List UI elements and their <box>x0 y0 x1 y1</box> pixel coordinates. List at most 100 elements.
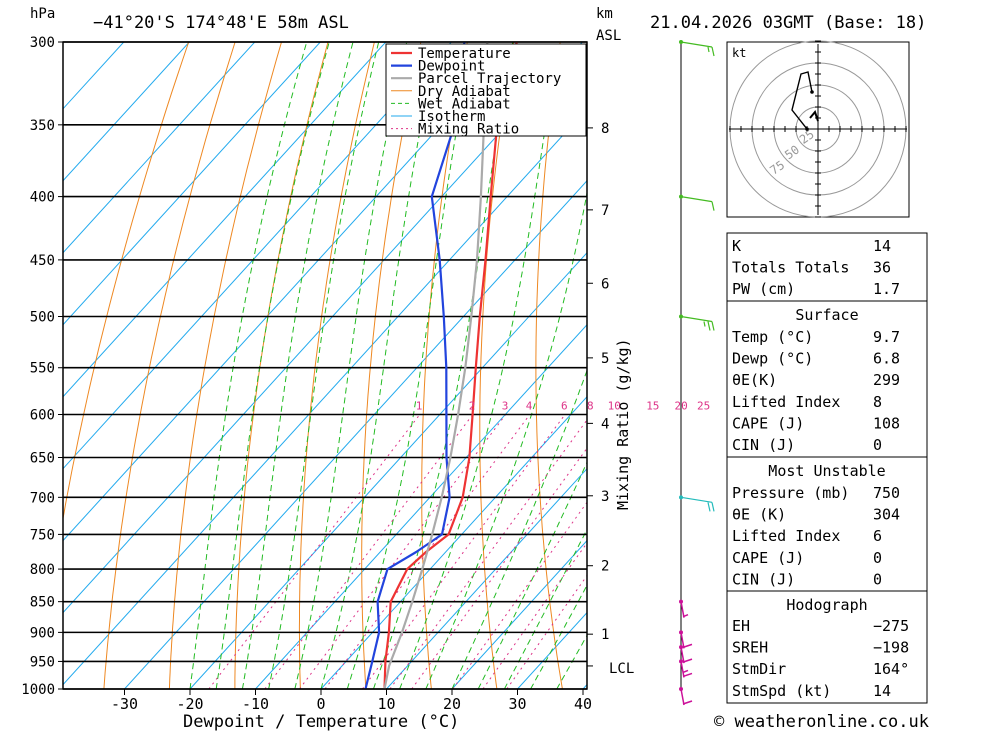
index-label: Dewp (°C) <box>732 350 813 368</box>
isotherm-line <box>63 42 518 542</box>
mixing-ratio-axis-label: Mixing Ratio (g/kg) <box>614 338 632 510</box>
section-title: Hodograph <box>786 596 867 614</box>
asl-label: ASL <box>596 28 621 44</box>
dry-adiabat-line <box>298 42 375 689</box>
km-tick-label: 1 <box>601 627 609 643</box>
wet-adiabat-line <box>372 42 514 689</box>
wet-adiabat-line <box>503 528 587 689</box>
wind-barb <box>679 314 715 331</box>
mixing-ratio-label: 2 <box>469 400 476 413</box>
wet-adiabat-line <box>294 42 408 689</box>
mixing-ratio-label: 6 <box>561 400 568 413</box>
location-title: −41°20'S 174°48'E 58m ASL <box>93 13 349 33</box>
lcl-label: LCL <box>609 661 634 677</box>
dry-adiabat-line <box>168 42 283 689</box>
wind-barb <box>679 630 693 649</box>
legend-label: Dewpoint <box>418 59 485 75</box>
wind-barb <box>679 645 693 664</box>
isotherm-line <box>386 467 587 689</box>
isotherm-line <box>124 180 587 689</box>
index-label: Totals Totals <box>732 259 849 277</box>
dry-adiabat-line <box>931 24 1000 689</box>
x-tick-label: 40 <box>574 695 592 713</box>
wet-adiabat-line <box>530 584 587 689</box>
x-tick-label: -30 <box>111 695 138 713</box>
parcel-trajectory-line <box>383 42 489 689</box>
mixing-ratio-line <box>208 414 421 689</box>
y-tick-label: 550 <box>30 361 55 377</box>
mixing-ratio-line <box>452 501 587 689</box>
km-tick-label: 8 <box>601 121 609 137</box>
index-value: 750 <box>873 484 900 502</box>
wind-barb <box>679 40 715 57</box>
x-tick-label: 10 <box>377 695 395 713</box>
index-value: 299 <box>873 371 900 389</box>
index-value: 36 <box>873 259 891 277</box>
y-tick-label: 400 <box>30 190 55 206</box>
index-label: StmDir <box>732 660 786 678</box>
wet-adiabat-line <box>425 190 587 689</box>
y-tick-label: 600 <box>30 407 55 423</box>
dry-adiabat-line <box>63 42 190 522</box>
isotherm-line <box>63 42 321 326</box>
index-value: 1.7 <box>873 280 900 298</box>
dewpoint-line <box>364 42 466 689</box>
mixing-ratio-labels: 1 2 3 4 6 8 10 15 20 25 <box>416 400 710 413</box>
y-tick-label: 450 <box>30 253 55 269</box>
x-tick-label: 20 <box>443 695 461 713</box>
wind-barb <box>679 495 715 512</box>
km-axis: 1 2 3 4 5 6 7 8 LCL <box>587 121 634 677</box>
dry-adiabat-line <box>977 24 1000 689</box>
wind-barb <box>679 659 693 678</box>
x-axis: -30 -20 -10 0 10 20 30 40 <box>111 689 592 713</box>
dry-adiabat-line <box>479 42 515 689</box>
km-axis-unit: km <box>596 6 613 22</box>
y-tick-label: 950 <box>30 654 55 670</box>
hodograph-point <box>805 127 809 131</box>
legend-label: Dry Adiabat <box>418 84 511 100</box>
index-value: −275 <box>873 617 909 635</box>
plot-frame <box>62 41 588 690</box>
index-label: SREH <box>732 639 768 657</box>
index-label: Lifted Index <box>732 393 840 411</box>
isotherm-line <box>63 42 452 470</box>
wind-barb <box>679 687 693 706</box>
dry-adiabat-line <box>643 24 694 689</box>
index-tables: K 14 Totals Totals 36 PW (cm) 1.7 Surface Temp … <box>726 232 928 704</box>
mixing-ratio-label: 1 <box>416 400 423 413</box>
km-tick-label: 3 <box>601 489 609 505</box>
y-axis-unit: hPa <box>30 6 55 22</box>
isotherm-line <box>63 42 256 254</box>
index-value: −198 <box>873 639 909 657</box>
index-label: CAPE (J) <box>732 414 804 432</box>
index-label: Lifted Index <box>732 527 840 545</box>
x-tick-label: -10 <box>242 695 269 713</box>
y-axis: 300 350 400 450 500 550 600 650 700 750 800 850 900 9… <box>21 35 63 698</box>
index-label: K <box>732 237 741 255</box>
wet-adiabat-line <box>346 42 474 689</box>
isotherm-line <box>63 42 583 614</box>
y-tick-label: 500 <box>30 310 55 326</box>
index-label: Pressure (mb) <box>732 484 849 502</box>
wet-adiabat-line <box>189 42 308 689</box>
isotherm-line <box>255 323 587 689</box>
km-tick-label: 6 <box>601 276 609 292</box>
index-label: CIN (J) <box>732 436 795 454</box>
temperature-line <box>383 42 518 689</box>
wet-adiabat-line <box>215 42 330 689</box>
km-tick-label: 4 <box>601 416 609 432</box>
index-value: 14 <box>873 237 891 255</box>
index-value: 108 <box>873 414 900 432</box>
index-label: CIN (J) <box>732 570 795 588</box>
y-tick-label: 850 <box>30 595 55 611</box>
y-tick-label: 800 <box>30 562 55 578</box>
mixing-ratio-label: 15 <box>646 400 659 413</box>
hodograph-table-box <box>726 590 928 704</box>
index-label: PW (cm) <box>732 280 795 298</box>
hodograph-ring-label: 50 <box>782 142 802 162</box>
index-value: 164° <box>873 660 909 678</box>
wind-barb <box>679 194 715 211</box>
index-value: 6 <box>873 527 882 545</box>
section-title: Most Unstable <box>768 462 885 480</box>
